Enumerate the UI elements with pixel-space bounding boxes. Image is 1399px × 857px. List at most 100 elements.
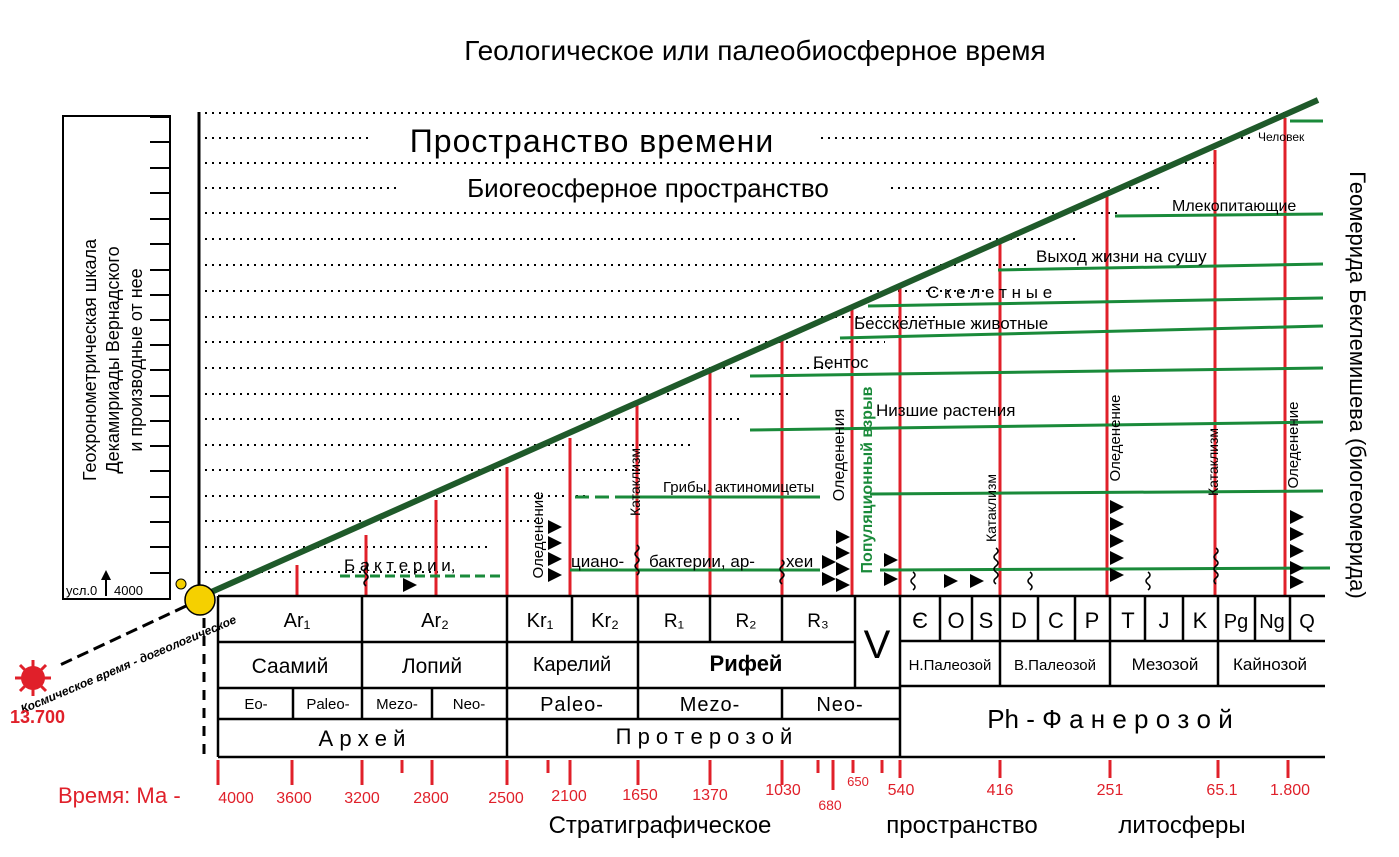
left-scale-label-1: Геохронометрическая шкала: [80, 238, 100, 481]
bottom-caption-2: пространство: [886, 812, 1037, 839]
era-r3: R₃: [807, 611, 828, 632]
period-c: C: [1048, 608, 1064, 633]
label-glaciations: Оледенения: [831, 409, 848, 502]
star-icon: [15, 660, 51, 696]
tick-3200: 3200: [344, 790, 380, 807]
space-title: Пространство времени: [410, 123, 774, 159]
left-scale-ticks: [150, 116, 170, 574]
period-ng: Ng: [1259, 611, 1285, 633]
label-pop-boom: Популяционный взрыв: [859, 386, 876, 573]
label-human: Человек: [1258, 130, 1305, 144]
label-glaciation-3: Оледенение: [1285, 402, 1302, 489]
era-ar1: Ar₁: [284, 610, 311, 632]
period-k: K: [1193, 608, 1208, 633]
phanerozoy-label: Ph - Ф а н е р о з о й: [987, 704, 1233, 734]
small-origin-dot: [175, 578, 187, 590]
period-d: D: [1011, 608, 1027, 633]
tick-251: 251: [1097, 782, 1124, 799]
era-kr2: Kr₂: [591, 610, 619, 632]
period-cambrian: Є: [912, 608, 928, 633]
left-scale-box: [62, 115, 171, 600]
biosphere-diagonal: [198, 97, 1320, 600]
eon-saamiy: Саамий: [252, 655, 329, 678]
era-kr1: Kr₁: [527, 610, 554, 632]
period-o: O: [947, 608, 964, 633]
tick-2100: 2100: [551, 788, 587, 805]
era-n-paleozoy: Н.Палеозой: [909, 657, 992, 674]
eon-rifey: Рифей: [710, 651, 783, 676]
label-mammals: Млекопитающие: [1172, 198, 1296, 215]
label-cataclysm-3: Катаклизм: [1205, 428, 1221, 496]
time-ticks: [216, 760, 1290, 790]
era-r1: R₁: [664, 611, 684, 632]
era-kaynozoy: Кайнозой: [1233, 655, 1307, 674]
label-glaciation-1: Оледенение: [530, 492, 547, 579]
bottom-caption-1: Стратиграфическое: [549, 812, 772, 839]
tick-2500: 2500: [488, 790, 524, 807]
left-scale-label-3: и производные от нее: [126, 268, 146, 451]
period-pg: Pg: [1224, 611, 1248, 633]
sub-eo: Eo-: [244, 696, 267, 713]
label-archaea: хеи: [786, 552, 813, 571]
period-t: T: [1121, 608, 1134, 633]
tick-1370: 1370: [692, 787, 728, 804]
biogeo-title: Биогеосферное пространство: [467, 173, 829, 203]
tick-1650: 1650: [622, 787, 658, 804]
sub-paleo-1: Paleo-: [306, 696, 349, 713]
tick-1030: 1030: [765, 782, 801, 799]
era-mezozoy: Мезозой: [1132, 655, 1199, 674]
tick-4000: 4000: [218, 790, 254, 807]
cosmic-dashed-line: [59, 604, 187, 667]
cosmic-time-label: Космическое время - догеологическое: [19, 612, 239, 716]
label-bacteria-1: Б а к т е р и и,: [344, 556, 456, 575]
eon-lopiy: Лопий: [402, 655, 462, 678]
eon-archey: А р х е й: [319, 726, 406, 751]
tick-416: 416: [987, 782, 1014, 799]
label-bacteria-2: бактерии, ар-: [649, 552, 755, 571]
label-fungi: Грибы, актиномицеты: [663, 479, 814, 496]
left-scale-value: 4000: [114, 583, 143, 598]
sub-paleo-2: Paleo-: [540, 694, 604, 716]
label-benthos: Бентос: [813, 353, 869, 372]
sub-neo-1: Neo-: [453, 696, 486, 713]
sub-mezo-1: Mezo-: [376, 696, 418, 713]
origin-point: [184, 584, 216, 616]
eon-proterozoy: П р о т е р о з о й: [616, 724, 793, 749]
period-s: S: [979, 608, 994, 633]
label-skeletal: С к е л е т н ы е: [927, 283, 1052, 302]
period-q: Q: [1299, 611, 1315, 633]
strat-table-lines: [216, 594, 1325, 759]
glaciation-markers: [403, 500, 1304, 592]
label-cataclysm-1: Катаклизм: [627, 448, 643, 516]
tick-680: 680: [818, 797, 842, 813]
tick-3600: 3600: [276, 790, 312, 807]
left-scale-bottom: усл.0: [66, 583, 97, 598]
left-scale-label-2: Декамириады Вернадского: [103, 246, 123, 473]
cataclysm-squiggles: [363, 544, 1219, 591]
sub-mezo-2: Mezo-: [680, 694, 741, 716]
tick-650: 650: [847, 774, 869, 789]
time-label: Время: Ма -: [58, 783, 181, 808]
label-ciano: циано-: [571, 552, 624, 571]
diagram-title: Геологическое или палеобиосферное время: [464, 35, 1045, 66]
cosmic-value: 13.700: [10, 707, 65, 727]
era-v: V: [864, 623, 891, 667]
tick-2800: 2800: [413, 790, 449, 807]
left-scale-arrow-head: [101, 570, 111, 580]
era-v-paleozoy: В.Палеозой: [1014, 657, 1096, 674]
eon-kareliy: Карелий: [533, 654, 611, 676]
period-p: P: [1085, 608, 1100, 633]
tick-65-1: 65.1: [1206, 782, 1237, 799]
period-j: J: [1159, 608, 1170, 633]
era-ar2: Ar₂: [421, 610, 449, 632]
tick-1-800: 1.800: [1270, 782, 1310, 799]
label-cataclysm-2: Катаклизм: [983, 474, 999, 542]
tick-540: 540: [888, 782, 915, 799]
right-label: Геомерида Беклемишева (биогеомерида): [1345, 171, 1370, 598]
label-skeletless: Бесскелетные животные: [854, 314, 1048, 333]
sub-neo-2: Neo-: [816, 694, 863, 716]
era-r2: R₂: [735, 611, 756, 632]
green-life-lines: [340, 119, 1331, 578]
bottom-caption-3: литосферы: [1118, 812, 1245, 839]
